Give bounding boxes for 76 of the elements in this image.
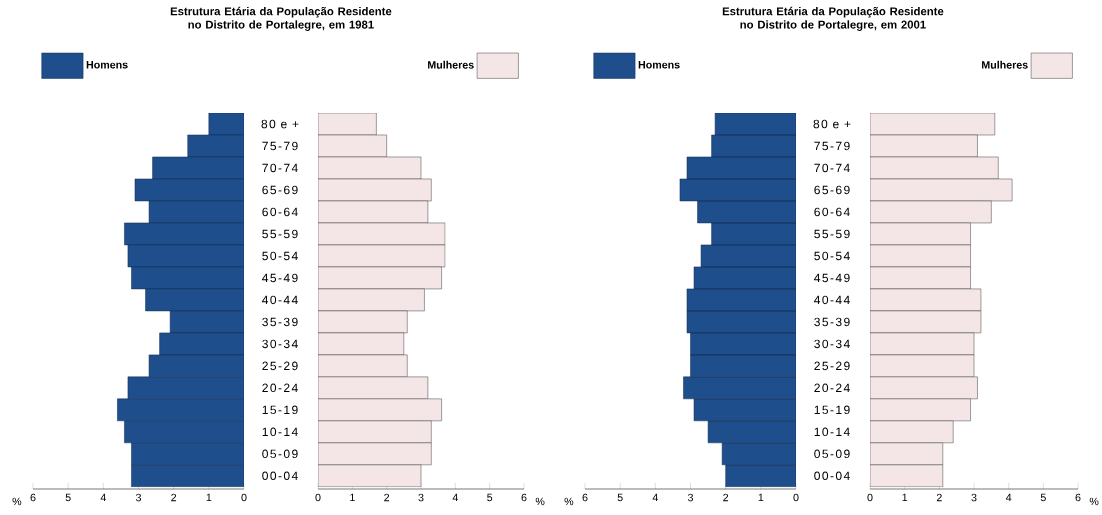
legend-label: Mulheres — [982, 60, 1028, 69]
text: Estrutura Etária da População Residente no Distrito de Portalegre, em 1981 — [170, 6, 392, 31]
bar — [697, 200, 796, 224]
bar — [690, 354, 796, 378]
y-tick-label: 65-69 — [262, 185, 298, 195]
x-tick-label: 2 — [171, 493, 177, 502]
x-axis-title: % — [12, 497, 22, 506]
y-tick-label: 30-34 — [814, 339, 850, 349]
legend-label: Mulheres — [428, 60, 474, 69]
x-tick-label: 0 — [867, 493, 873, 502]
y-tick-label: 10-14 — [262, 427, 298, 437]
x-tick-label: 0 — [315, 493, 321, 502]
x-tick-label: 4 — [100, 493, 106, 502]
y-tick-label: 05-09 — [814, 449, 850, 459]
x-tick-label: 3 — [135, 493, 141, 502]
y-tick-label: 80 e + — [261, 119, 299, 129]
x-tick-label: 0 — [793, 493, 799, 502]
y-tick-label: 45-49 — [262, 273, 298, 283]
y-tick-label: 45-49 — [814, 273, 850, 283]
x-tick-label: 6 — [521, 493, 527, 502]
x-tick-label: 6 — [30, 493, 36, 502]
bar — [683, 376, 796, 400]
y-tick-label: 70-74 — [814, 163, 850, 173]
y-tick-label: 15-19 — [262, 405, 298, 415]
bar — [690, 332, 796, 356]
x-tick-label: 5 — [487, 493, 493, 502]
y-tick-label: 25-29 — [814, 361, 850, 371]
legend-label: Homens — [86, 61, 128, 69]
x-tick-label: 2 — [723, 493, 729, 502]
legend-label: Homens — [638, 61, 680, 69]
y-tick-label: 10-14 — [814, 427, 850, 437]
y-tick-label: 60-64 — [814, 207, 850, 217]
y-tick-label: 30-34 — [262, 339, 298, 349]
y-tick-label: 75-79 — [262, 141, 298, 151]
y-tick-label: 35-39 — [262, 317, 298, 327]
x-tick-label: 4 — [452, 493, 458, 502]
x-tick-label: 2 — [936, 493, 942, 502]
y-tick-label: 40-44 — [814, 295, 850, 305]
text: Estrutura Etária da População Residente no Distrito de Portalegre, em 2001 — [722, 6, 944, 31]
x-tick-label: 3 — [418, 493, 424, 502]
y-tick-label: 60-64 — [262, 207, 298, 217]
x-axis-title: % — [535, 497, 545, 506]
y-tick-label: 15-19 — [814, 405, 850, 415]
y-tick-label: 35-39 — [814, 317, 850, 327]
y-tick-label: 50-54 — [814, 251, 850, 261]
y-tick-label: 40-44 — [262, 295, 298, 305]
y-tick-label: 55-59 — [262, 229, 298, 239]
y-tick-label: 20-24 — [262, 383, 298, 393]
y-tick-label: 70-74 — [262, 163, 298, 173]
x-axis-title: % — [564, 497, 574, 506]
x-tick-label: 1 — [350, 493, 355, 502]
x-tick-label: 5 — [617, 493, 623, 502]
y-tick-label: 80 e + — [813, 119, 851, 129]
y-tick-label: 55-59 — [814, 229, 850, 239]
y-tick-label: 20-24 — [814, 383, 850, 393]
x-tick-label: 1 — [206, 493, 212, 502]
y-tick-label: 00-04 — [262, 471, 298, 481]
x-tick-label: 6 — [1075, 493, 1081, 502]
x-tick-label: 2 — [384, 493, 390, 502]
x-tick-label: 0 — [241, 493, 247, 502]
y-tick-label: 05-09 — [262, 449, 298, 459]
x-tick-label: 1 — [758, 493, 764, 502]
y-tick-label: 50-54 — [262, 251, 298, 261]
y-tick-label: 25-29 — [262, 361, 298, 371]
x-tick-label: 3 — [687, 493, 693, 502]
y-tick-label: 75-79 — [814, 141, 850, 151]
x-tick-label: 5 — [1040, 493, 1046, 502]
x-tick-label: 4 — [652, 493, 658, 502]
x-tick-label: 6 — [582, 493, 588, 502]
x-tick-label: 3 — [971, 493, 977, 502]
x-axis-title: % — [1089, 497, 1099, 506]
y-tick-label: 65-69 — [814, 185, 850, 195]
x-tick-label: 1 — [902, 493, 908, 502]
x-tick-label: 5 — [65, 493, 71, 502]
x-tick-label: 4 — [1005, 493, 1012, 502]
y-tick-label: 00-04 — [814, 471, 850, 481]
